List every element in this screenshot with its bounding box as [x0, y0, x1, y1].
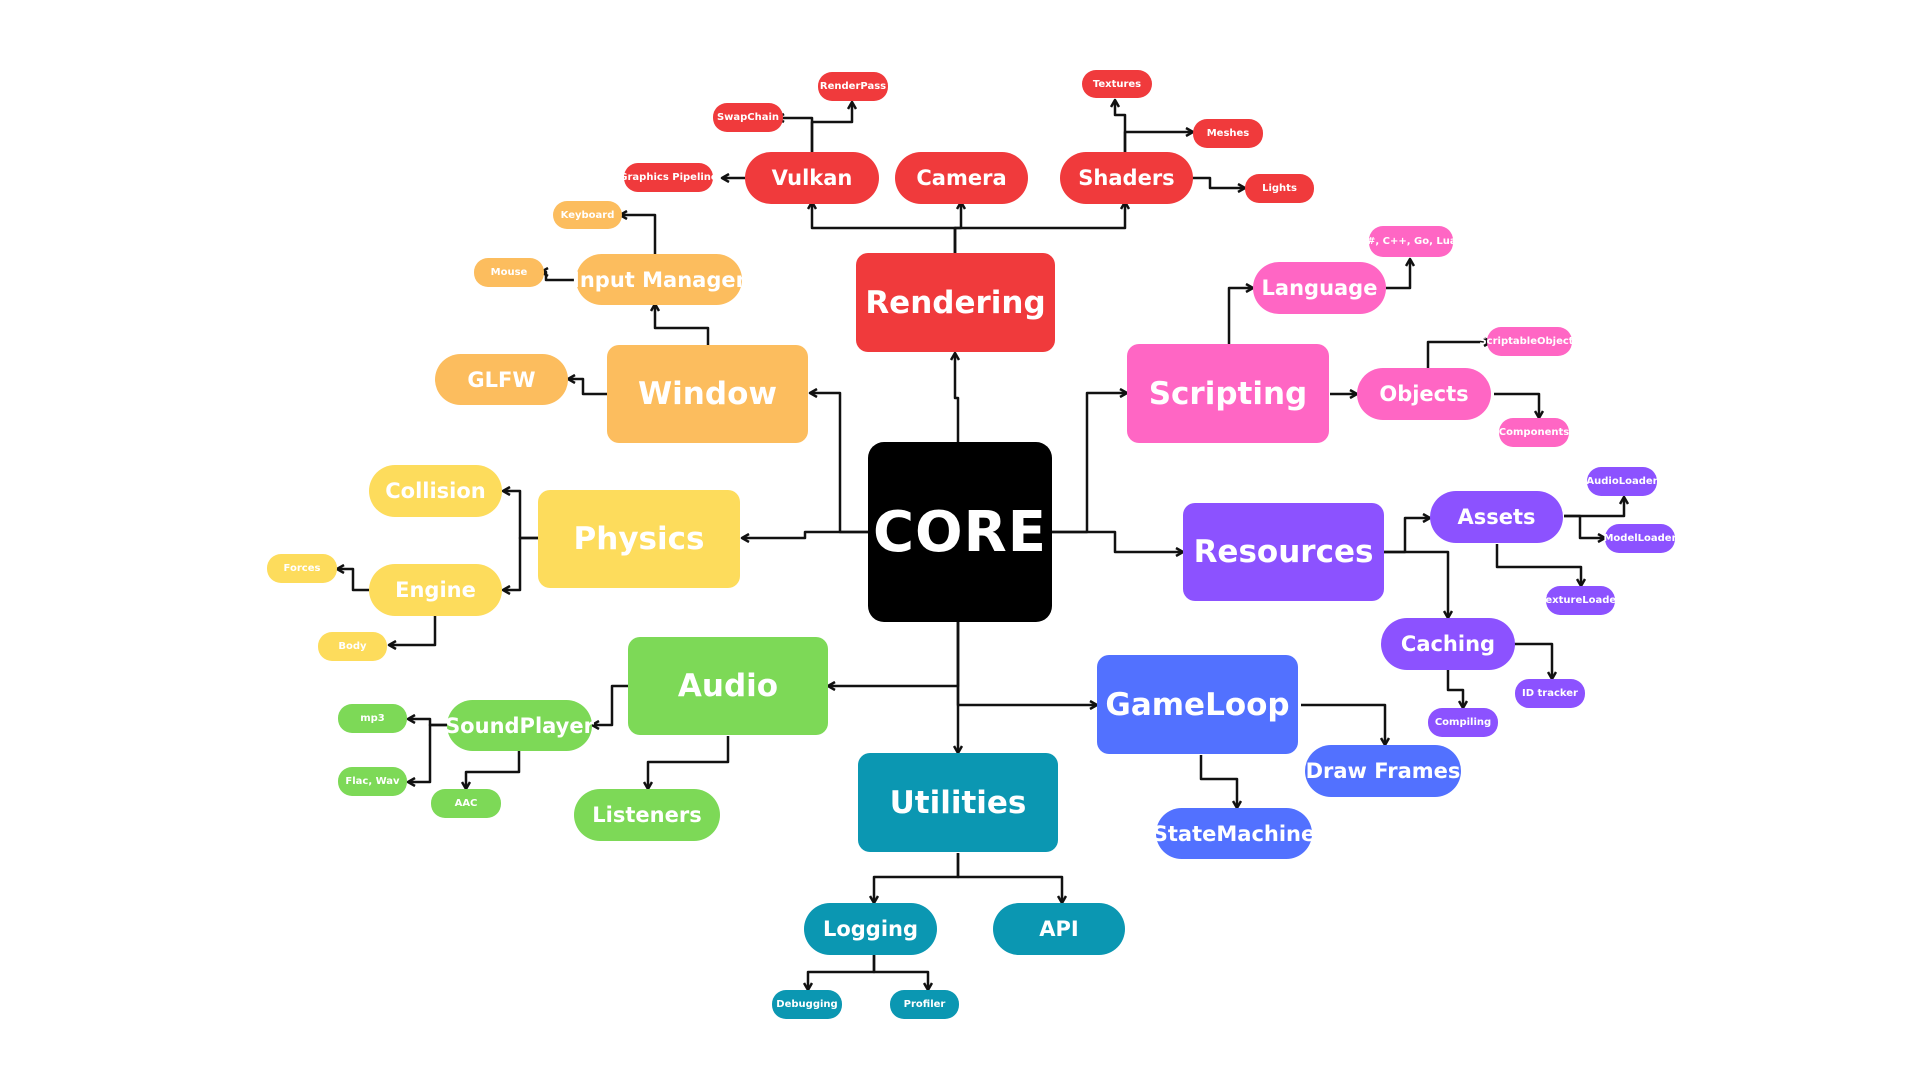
connector-resources-caching [1384, 550, 1448, 618]
connector-rendering-shaders [953, 202, 1125, 253]
connector-physics-collision [503, 491, 538, 540]
languages-list-node[interactable]: C#, C++, Go, Lua? [1360, 226, 1462, 257]
shaders-node[interactable]: Shaders [1060, 152, 1193, 204]
connector-shaders-meshes [1123, 132, 1193, 152]
connector-language-langs [1386, 259, 1410, 290]
input-manager-node[interactable]: Input Manager [572, 254, 746, 305]
flac-wav-node[interactable]: Flac, Wav [338, 767, 407, 796]
connector-core-audio [828, 622, 960, 686]
connector-shaders-textures [1115, 100, 1127, 152]
core-node[interactable]: CORE [868, 442, 1052, 622]
camera-node[interactable]: Camera [895, 152, 1028, 204]
glfw-node[interactable]: GLFW [435, 354, 568, 405]
connector-rendering-vulkan [812, 202, 957, 253]
resources-node[interactable]: Resources [1183, 503, 1384, 601]
soundplayer-node[interactable]: SoundPlayer [445, 700, 594, 751]
connector-audio-listeners [648, 736, 730, 789]
connector-resources-assets [1384, 518, 1430, 554]
connector-logging-profiler [872, 955, 928, 990]
connector-objects-components [1494, 392, 1539, 418]
audioloader-node[interactable]: AudioLoader [1586, 467, 1658, 496]
engine-node[interactable]: Engine [369, 564, 502, 616]
connector-assets-modelloader [1564, 514, 1605, 538]
caching-node[interactable]: Caching [1381, 618, 1515, 670]
connector-core-physics [742, 530, 868, 538]
forces-node[interactable]: Forces [267, 554, 337, 583]
vulkan-node[interactable]: Vulkan [745, 152, 879, 204]
connector-core-resources [1052, 530, 1183, 552]
connector-input-manager-keyboard [620, 215, 657, 254]
api-node[interactable]: API [993, 903, 1125, 955]
connector-logging-debugging [808, 955, 876, 990]
id-tracker-node[interactable]: ID tracker [1515, 679, 1585, 708]
connector-core-rendering [955, 353, 958, 442]
debugging-node[interactable]: Debugging [772, 990, 842, 1019]
listeners-node[interactable]: Listeners [574, 789, 720, 841]
connector-gameloop-statemachine [1199, 755, 1237, 808]
connector-engine-body [389, 616, 437, 645]
graphics-pipeline-node[interactable]: Graphics Pipeline [619, 163, 718, 192]
utilities-node[interactable]: Utilities [858, 753, 1058, 852]
textures-node[interactable]: Textures [1082, 70, 1152, 98]
connector-soundplayer-flac [408, 723, 447, 782]
connector-vulkan-renderpass [810, 102, 852, 152]
assets-node[interactable]: Assets [1430, 491, 1563, 543]
connector-objects-scriptableobjects [1426, 342, 1491, 368]
rendering-node[interactable]: Rendering [856, 253, 1055, 352]
window-node[interactable]: Window [607, 345, 808, 443]
statemachine-node[interactable]: StateMachine [1153, 808, 1315, 859]
connector-window-glfw [568, 379, 607, 396]
connector-vulkan-swapchain [777, 118, 814, 152]
renderpass-node[interactable]: RenderPass [818, 72, 888, 101]
gameloop-node[interactable]: GameLoop [1097, 655, 1298, 754]
components-node[interactable]: Components [1499, 418, 1569, 447]
scripting-node[interactable]: Scripting [1127, 344, 1329, 443]
objects-node[interactable]: Objects [1357, 368, 1491, 420]
language-node[interactable]: Language [1253, 262, 1386, 314]
connector-core-gameloop [956, 622, 1097, 705]
draw-frames-node[interactable]: Draw Frames [1305, 745, 1461, 797]
compiling-node[interactable]: Compiling [1428, 708, 1498, 737]
body-node[interactable]: Body [318, 632, 387, 661]
connector-assets-audioloader [1564, 497, 1624, 518]
collision-node[interactable]: Collision [369, 465, 502, 517]
connector-caching-compiling [1446, 670, 1463, 708]
connector-window-input-manager [655, 304, 710, 345]
connector-audio-soundplayer [592, 684, 628, 725]
physics-node[interactable]: Physics [538, 490, 740, 588]
profiler-node[interactable]: Profiler [890, 990, 959, 1019]
connector-input-manager-mouse [541, 272, 576, 282]
scriptableobjects-node[interactable]: ScriptableObjects [1479, 327, 1580, 356]
connector-engine-forces [337, 569, 369, 592]
connector-caching-id-tracker [1513, 642, 1552, 679]
connector-scripting-language [1227, 288, 1253, 344]
logging-node[interactable]: Logging [804, 903, 937, 955]
connector-utilities-logging [874, 853, 960, 903]
connector-assets-textureloader [1495, 544, 1581, 586]
swapchain-node[interactable]: SwapChain [713, 103, 783, 132]
connector-core-scripting [1052, 393, 1127, 534]
connector-gameloop-draw-frames [1301, 703, 1385, 745]
modelloader-node[interactable]: ModelLoader [1603, 524, 1677, 553]
lights-node[interactable]: Lights [1245, 174, 1314, 203]
textureloader-node[interactable]: TextureLoader [1540, 586, 1621, 615]
meshes-node[interactable]: Meshes [1193, 119, 1263, 148]
connector-soundplayer-aac [466, 751, 521, 789]
connector-physics-engine [503, 536, 538, 590]
aac-node[interactable]: AAC [431, 789, 501, 818]
audio-node[interactable]: Audio [628, 637, 828, 735]
mouse-node[interactable]: Mouse [474, 258, 544, 287]
keyboard-node[interactable]: Keyboard [553, 201, 622, 229]
connector-shaders-lights [1188, 176, 1245, 188]
mp3-node[interactable]: mp3 [338, 704, 407, 733]
connector-core-window [810, 393, 868, 534]
connector-utilities-api [956, 853, 1062, 903]
